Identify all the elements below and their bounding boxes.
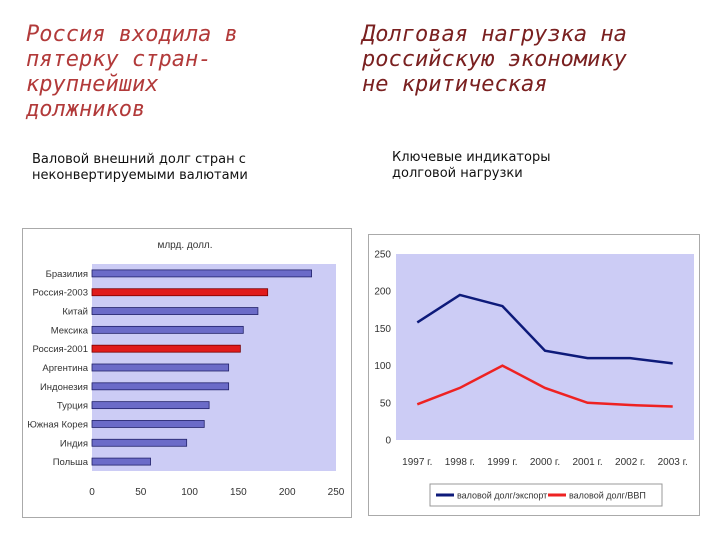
bar-chart-unit-label: млрд. долл. [157,240,212,251]
left-title: Россия входила в пятерку стран- крупнейш… [26,22,238,122]
bar-8 [91,420,205,428]
bar-category-label: Индия [60,438,88,449]
bar-category-label: Мексика [51,325,89,336]
line-legend-box [429,483,663,507]
right-title: Долговая нагрузка на российскую экономик… [362,22,627,97]
bar-category-label: Россия-2003 [33,288,88,299]
series-line-0 [416,293,673,365]
bar-0 [91,269,313,278]
line-x-tick-label: 1999 г. [487,457,517,468]
line-y-tick-label: 250 [374,250,391,261]
bar-2 [91,307,259,315]
bar-9 [91,438,188,447]
line-plot-area [396,254,694,440]
line-x-tick-label: 2001 г. [572,457,602,468]
debt-indicators-line-chart: 250 200 150 100 50 0 1997 г. 1998 г. 1999 г. 2000… [368,234,700,516]
line-x-tick-label: 2000 г. [530,457,560,468]
line-y-tick-label: 50 [380,398,392,409]
bar-x-tick-label: 100 [181,487,198,498]
bar-x-tick-label: 150 [230,487,247,498]
line-x-tick-label: 1997 г. [402,457,432,468]
bar-1 [91,288,269,297]
line-x-tick-label: 1998 г. [445,457,475,468]
legend-label-1: валовой долг/ВВП [569,491,646,501]
bar-x-tick-label: 250 [328,487,345,498]
bar-category-label: Аргентина [42,363,88,374]
line-x-tick-label: 2002 г. [615,457,645,468]
bar-category-label: Турция [57,401,88,412]
line-y-tick-label: 150 [374,324,391,335]
bar-4 [91,344,241,353]
bar-10 [91,457,151,466]
bar-7 [91,401,210,410]
series-line-1 [416,364,673,408]
bar-category-label: Южная Корея [27,419,88,430]
bar-x-tick-label: 50 [135,487,147,498]
line-y-tick-label: 0 [385,436,391,447]
bar-category-label: Китай [62,307,88,318]
bar-3 [91,325,244,334]
bar-category-label: Россия-2001 [33,344,88,355]
line-x-tick-label: 2003 г. [658,457,688,468]
bar-x-tick-label: 200 [279,487,296,498]
line-y-tick-label: 200 [374,287,391,298]
bar-category-label: Бразилия [46,269,88,280]
legend-label-0: валовой долг/экспорт [457,491,547,501]
debt-bar-chart: млрд. долл. Бразилия Россия-2003 Китай Мекс… [22,228,352,518]
left-subtitle: Валовой внешний долг стран с неконвертир… [32,152,248,183]
bar-category-label: Индонезия [40,382,88,393]
line-y-tick-label: 100 [374,361,391,372]
bar-x-tick-label: 0 [89,487,95,498]
bar-category-label: Польша [53,457,89,468]
bar-6 [91,382,230,391]
right-subtitle: Ключевые индикаторы долговой нагрузки [392,150,551,181]
bar-5 [91,363,230,372]
